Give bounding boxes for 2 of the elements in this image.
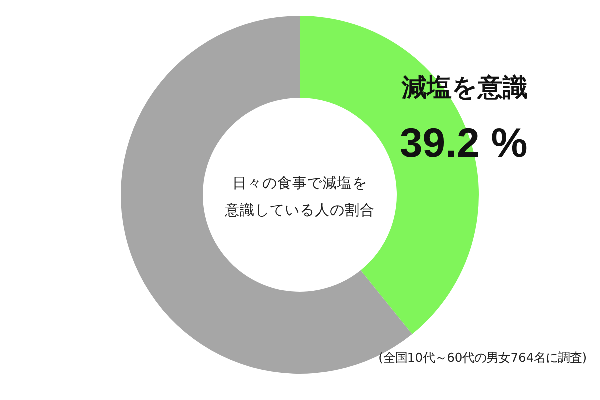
annotation: (全国10代～60代の男女764名に調査) <box>378 351 587 365</box>
title: 日々の食事で減塩を意識している人の割合 <box>225 176 375 219</box>
